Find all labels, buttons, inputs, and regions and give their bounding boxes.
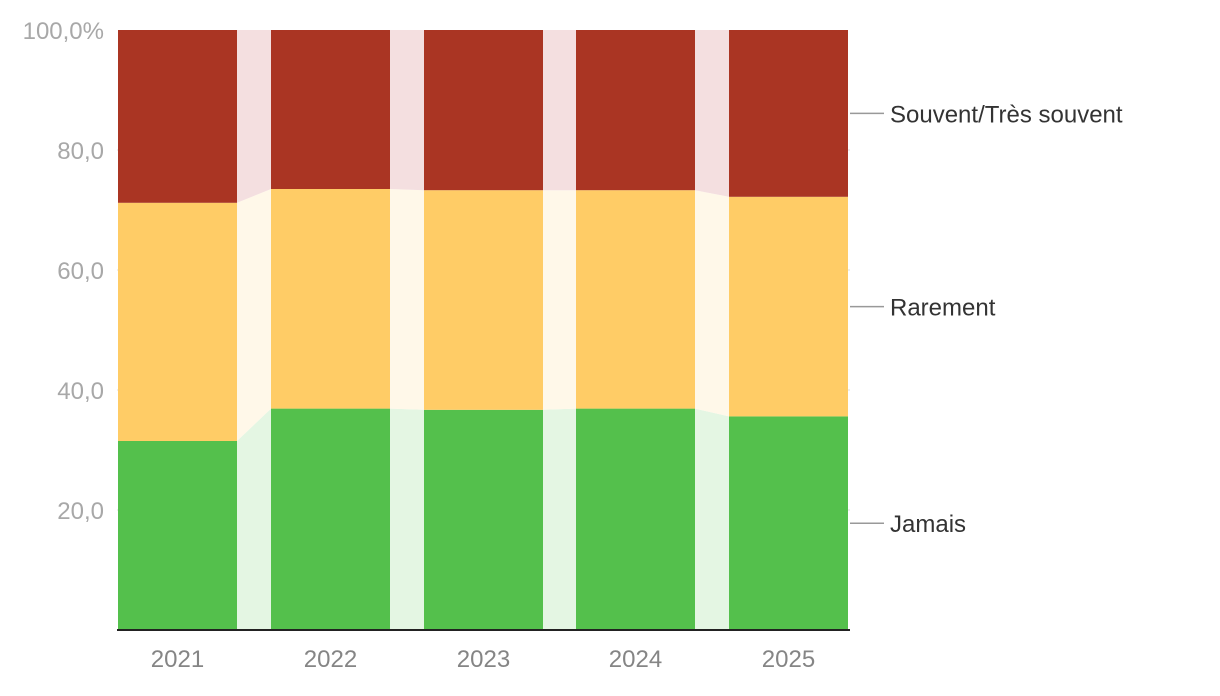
bar-segment bbox=[729, 30, 848, 197]
series-label: Souvent/Très souvent bbox=[890, 101, 1123, 128]
connector-band bbox=[237, 189, 271, 441]
y-axis-ticks: 20,0 40,0 60,0 80,0 100,0% bbox=[23, 18, 104, 525]
x-tick-label: 2022 bbox=[304, 646, 357, 673]
y-tick-label: 100,0% bbox=[23, 18, 104, 45]
x-tick-label: 2023 bbox=[457, 646, 510, 673]
bar-segment bbox=[118, 441, 237, 630]
connector-band bbox=[543, 30, 576, 191]
connector-band bbox=[695, 190, 729, 417]
bars bbox=[118, 30, 848, 630]
bar-segment bbox=[118, 202, 237, 441]
connector-band bbox=[695, 408, 729, 630]
bar-segment bbox=[576, 30, 695, 191]
x-tick-label: 2025 bbox=[762, 646, 815, 673]
bar-segment bbox=[424, 190, 543, 410]
connector-band bbox=[390, 408, 424, 630]
y-tick-label: 20,0 bbox=[57, 498, 104, 525]
bar-segment bbox=[576, 190, 695, 409]
x-axis-ticks: 2021 2022 2023 2024 2025 bbox=[151, 646, 815, 673]
bar-segment bbox=[729, 196, 848, 417]
connector-band bbox=[237, 408, 271, 630]
bar-segment bbox=[271, 189, 390, 409]
y-tick-label: 80,0 bbox=[57, 138, 104, 165]
x-tick-label: 2024 bbox=[609, 646, 662, 673]
connector-band bbox=[390, 189, 424, 410]
series-labels: Jamais Rarement Souvent/Très souvent bbox=[850, 101, 1123, 538]
y-tick-label: 40,0 bbox=[57, 378, 104, 405]
y-tick-label: 60,0 bbox=[57, 258, 104, 285]
x-tick-label: 2021 bbox=[151, 646, 204, 673]
bar-segment bbox=[729, 416, 848, 630]
connector-band bbox=[695, 30, 729, 197]
series-label: Jamais bbox=[890, 511, 966, 538]
bar-segment bbox=[576, 408, 695, 630]
connector-band bbox=[543, 408, 576, 630]
bar-connectors bbox=[237, 30, 729, 630]
bar-segment bbox=[271, 408, 390, 630]
connector-band bbox=[390, 30, 424, 191]
bar-segment bbox=[424, 409, 543, 630]
bar-segment bbox=[118, 30, 237, 203]
bar-segment bbox=[271, 30, 390, 189]
connector-band bbox=[237, 30, 271, 203]
bar-segment bbox=[424, 30, 543, 191]
series-label: Rarement bbox=[890, 295, 996, 322]
connector-band bbox=[543, 190, 576, 410]
